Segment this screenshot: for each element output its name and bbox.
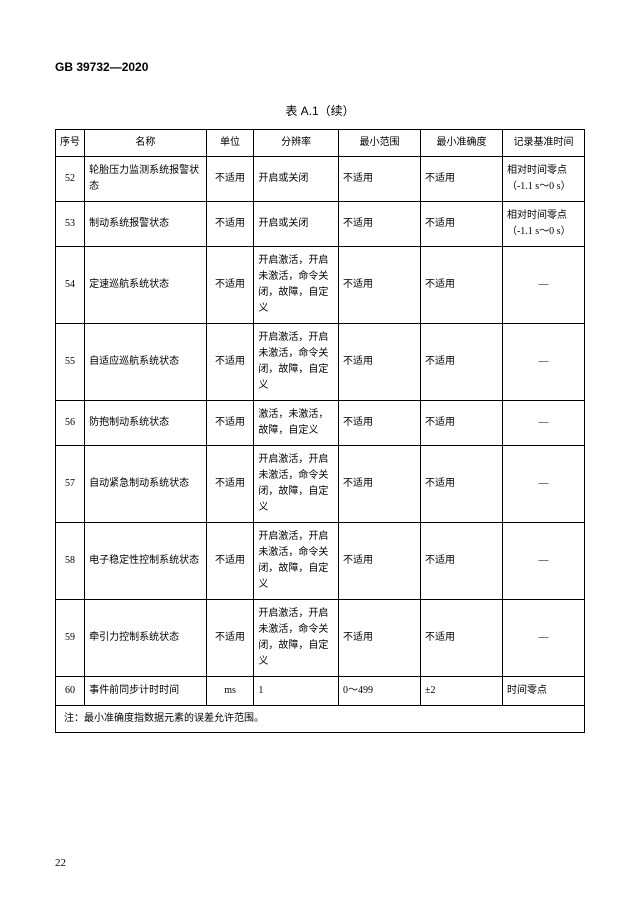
cell-res: 开启或关闭 <box>254 157 339 202</box>
cell-idx: 56 <box>56 401 85 446</box>
cell-acc: 不适用 <box>420 446 502 523</box>
cell-min: 不适用 <box>338 157 420 202</box>
cell-unit: 不适用 <box>206 202 254 247</box>
table-row: 55自适应巡航系统状态不适用开启激活，开启未激活，命令关闭，故障，自定义不适用不… <box>56 324 585 401</box>
cell-name: 电子稳定性控制系统状态 <box>85 523 207 600</box>
cell-time: 相对时间零点（-1.1 s～0 s） <box>502 157 584 202</box>
table-row: 60事件前同步计时时间ms10～499±2时间零点 <box>56 677 585 706</box>
document-id: GB 39732—2020 <box>55 60 585 74</box>
cell-time: 相对时间零点（-1.1 s～0 s） <box>502 202 584 247</box>
cell-acc: 不适用 <box>420 324 502 401</box>
cell-idx: 53 <box>56 202 85 247</box>
cell-unit: 不适用 <box>206 324 254 401</box>
cell-name: 定速巡航系统状态 <box>85 247 207 324</box>
header-name: 名称 <box>85 130 207 157</box>
cell-unit: 不适用 <box>206 523 254 600</box>
cell-idx: 60 <box>56 677 85 706</box>
header-min: 最小范围 <box>338 130 420 157</box>
table-row: 58电子稳定性控制系统状态不适用开启激活，开启未激活，命令关闭，故障，自定义不适… <box>56 523 585 600</box>
cell-acc: 不适用 <box>420 523 502 600</box>
cell-unit: 不适用 <box>206 157 254 202</box>
cell-acc: 不适用 <box>420 157 502 202</box>
cell-res: 开启或关闭 <box>254 202 339 247</box>
cell-min: 不适用 <box>338 202 420 247</box>
cell-acc: ±2 <box>420 677 502 706</box>
page-number: 22 <box>55 857 66 869</box>
cell-idx: 58 <box>56 523 85 600</box>
table-row: 57自动紧急制动系统状态不适用开启激活，开启未激活，命令关闭，故障，自定义不适用… <box>56 446 585 523</box>
data-table: 序号 名称 单位 分辨率 最小范围 最小准确度 记录基准时间 52轮胎压力监测系… <box>55 129 585 733</box>
cell-min: 不适用 <box>338 324 420 401</box>
cell-idx: 52 <box>56 157 85 202</box>
header-acc: 最小准确度 <box>420 130 502 157</box>
cell-min: 0～499 <box>338 677 420 706</box>
note-text: 最小准确度指数据元素的误差允许范围。 <box>84 713 264 724</box>
note-cell: 注：最小准确度指数据元素的误差允许范围。 <box>56 706 585 733</box>
cell-res: 开启激活，开启未激活，命令关闭，故障，自定义 <box>254 446 339 523</box>
cell-min: 不适用 <box>338 401 420 446</box>
cell-name: 事件前同步计时时间 <box>85 677 207 706</box>
cell-time: — <box>502 600 584 677</box>
cell-res: 开启激活，开启未激活，命令关闭，故障，自定义 <box>254 324 339 401</box>
cell-acc: 不适用 <box>420 401 502 446</box>
cell-res: 开启激活，开启未激活，命令关闭，故障，自定义 <box>254 523 339 600</box>
cell-res: 激活，未激活，故障，自定义 <box>254 401 339 446</box>
cell-name: 制动系统报警状态 <box>85 202 207 247</box>
note-row: 注：最小准确度指数据元素的误差允许范围。 <box>56 706 585 733</box>
cell-min: 不适用 <box>338 247 420 324</box>
table-row: 59牵引力控制系统状态不适用开启激活，开启未激活，命令关闭，故障，自定义不适用不… <box>56 600 585 677</box>
cell-idx: 57 <box>56 446 85 523</box>
cell-idx: 59 <box>56 600 85 677</box>
table-row: 52轮胎压力监测系统报警状态不适用开启或关闭不适用不适用相对时间零点（-1.1 … <box>56 157 585 202</box>
cell-min: 不适用 <box>338 523 420 600</box>
cell-name: 防抱制动系统状态 <box>85 401 207 446</box>
cell-res: 开启激活，开启未激活，命令关闭，故障，自定义 <box>254 247 339 324</box>
table-row: 56防抱制动系统状态不适用激活，未激活，故障，自定义不适用不适用— <box>56 401 585 446</box>
cell-res: 开启激活，开启未激活，命令关闭，故障，自定义 <box>254 600 339 677</box>
cell-time: — <box>502 523 584 600</box>
table-title: 表 A.1（续） <box>55 102 585 119</box>
cell-name: 轮胎压力监测系统报警状态 <box>85 157 207 202</box>
cell-idx: 55 <box>56 324 85 401</box>
table-row: 53制动系统报警状态不适用开启或关闭不适用不适用相对时间零点（-1.1 s～0 … <box>56 202 585 247</box>
note-label: 注： <box>64 713 84 724</box>
cell-unit: ms <box>206 677 254 706</box>
header-idx: 序号 <box>56 130 85 157</box>
cell-res: 1 <box>254 677 339 706</box>
cell-unit: 不适用 <box>206 247 254 324</box>
cell-unit: 不适用 <box>206 401 254 446</box>
cell-name: 自动紧急制动系统状态 <box>85 446 207 523</box>
cell-min: 不适用 <box>338 446 420 523</box>
cell-unit: 不适用 <box>206 600 254 677</box>
cell-unit: 不适用 <box>206 446 254 523</box>
header-row: 序号 名称 单位 分辨率 最小范围 最小准确度 记录基准时间 <box>56 130 585 157</box>
cell-min: 不适用 <box>338 600 420 677</box>
cell-name: 牵引力控制系统状态 <box>85 600 207 677</box>
cell-time: 时间零点 <box>502 677 584 706</box>
cell-idx: 54 <box>56 247 85 324</box>
cell-time: — <box>502 401 584 446</box>
cell-name: 自适应巡航系统状态 <box>85 324 207 401</box>
cell-acc: 不适用 <box>420 202 502 247</box>
cell-acc: 不适用 <box>420 247 502 324</box>
cell-time: — <box>502 247 584 324</box>
header-unit: 单位 <box>206 130 254 157</box>
header-time: 记录基准时间 <box>502 130 584 157</box>
cell-time: — <box>502 324 584 401</box>
table-row: 54定速巡航系统状态不适用开启激活，开启未激活，命令关闭，故障，自定义不适用不适… <box>56 247 585 324</box>
cell-acc: 不适用 <box>420 600 502 677</box>
header-res: 分辨率 <box>254 130 339 157</box>
cell-time: — <box>502 446 584 523</box>
